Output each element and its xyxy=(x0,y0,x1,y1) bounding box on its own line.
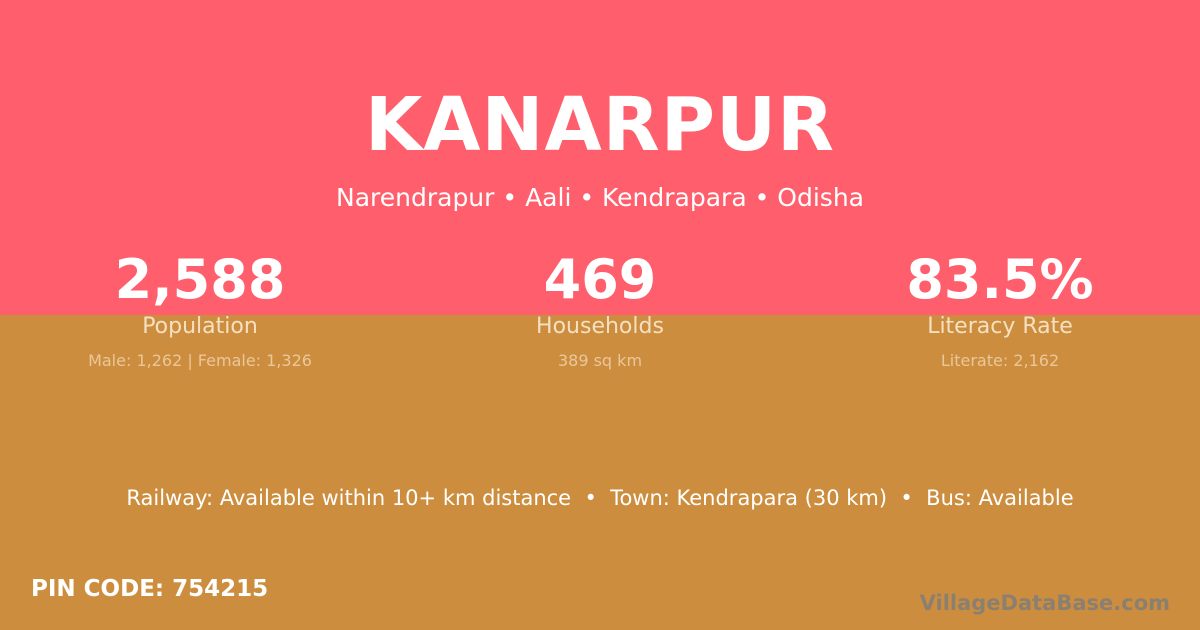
stat-label: Households xyxy=(536,314,664,339)
watermark: VillageDataBase.com xyxy=(919,591,1170,615)
stat-value: 83.5% xyxy=(906,248,1094,311)
stat-detail: 389 sq km xyxy=(557,351,643,370)
pin-code: PIN CODE: 754215 xyxy=(31,576,269,602)
stat-detail: Male: 1,262 | Female: 1,326 xyxy=(88,351,312,370)
stat-label: Population xyxy=(142,314,258,339)
stat-detail: Literate: 2,162 xyxy=(940,351,1060,370)
stat-literacy: 83.5% Literacy Rate Literate: 2,162 xyxy=(800,248,1200,371)
stat-value: 2,588 xyxy=(114,248,286,311)
stat-label: Literacy Rate xyxy=(927,314,1073,339)
location-breadcrumb: Narendrapur • Aali • Kendrapara • Odisha xyxy=(336,183,864,212)
village-title: KANARPUR xyxy=(364,82,836,168)
stat-households: 469 Households 389 sq km xyxy=(400,248,800,371)
stat-value: 469 xyxy=(543,248,657,311)
body-band xyxy=(0,315,1200,630)
connectivity-info: Railway: Available within 10+ km distanc… xyxy=(126,486,1074,510)
header-band xyxy=(0,0,1200,315)
stat-population: 2,588 Population Male: 1,262 | Female: 1… xyxy=(0,248,400,371)
